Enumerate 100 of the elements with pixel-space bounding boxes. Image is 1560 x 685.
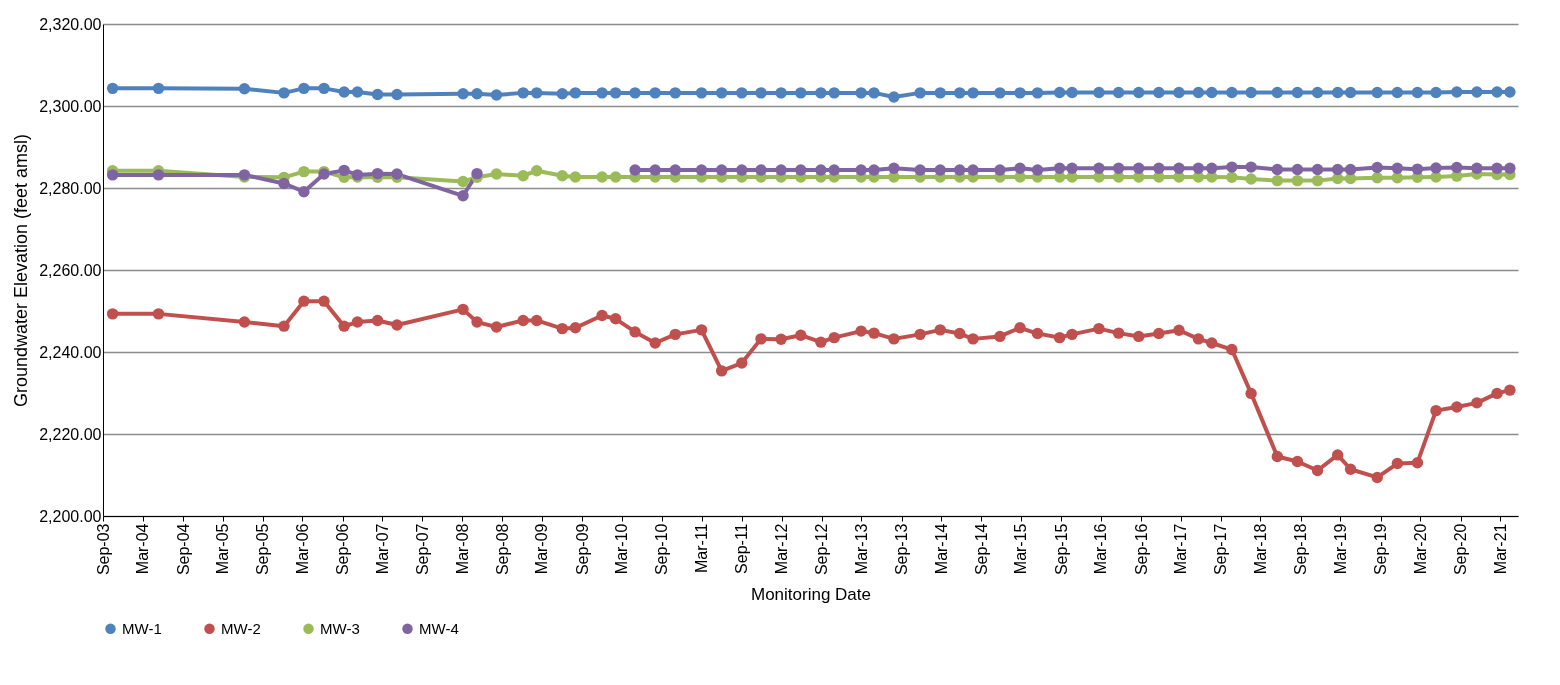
point [1192,162,1205,175]
x-tick-label: Sep-15 [1052,523,1070,576]
point [994,164,1006,176]
point [755,164,767,176]
x-tick-label: Sep-18 [1292,523,1310,576]
x-tick-label: Mar-11 [693,523,711,573]
point [1053,162,1066,175]
x-tick-label: Sep-04 [174,523,192,576]
point [855,164,867,176]
legend-label: MW-3 [320,619,360,637]
x-tick-label: Mar-07 [373,523,391,575]
x-tick-label: Mar-21 [1491,523,1509,575]
point [1471,162,1483,175]
x-tick-label: Mar-04 [134,523,152,575]
point [914,164,926,176]
x-tick-label: Mar-17 [1172,523,1190,575]
point [953,164,966,176]
point [1411,163,1424,175]
y-tick-label: 2,260.00 [39,261,102,279]
point [1153,162,1165,175]
point [1371,161,1383,174]
x-tick-label: Mar-13 [852,523,870,575]
x-tick-label: Mar-19 [1331,523,1349,575]
point [1331,163,1344,176]
point [1430,162,1442,174]
x-tick-label: Mar-09 [533,523,551,575]
point [1066,162,1078,175]
point [1451,161,1463,174]
point [106,169,119,181]
x-axis-title: Monitoring Date [750,585,872,605]
point [1271,163,1284,176]
y-tick-label: 2,200.00 [39,507,102,525]
point [1504,162,1516,175]
point [1344,163,1357,176]
point [1491,162,1503,175]
point [695,164,708,176]
x-tick-label: Mar-16 [1092,523,1110,575]
point [391,168,403,180]
point [1391,162,1404,175]
x-tick-label: Mar-20 [1411,523,1429,575]
point [1112,162,1125,175]
x-tick-label: Mar-14 [932,523,950,575]
point [669,164,681,176]
x-tick-label: Sep-13 [893,523,911,576]
y-tick-label: 2,320.00 [39,15,102,33]
point [795,164,807,176]
y-tick-label: 2,280.00 [39,179,102,197]
x-tick-label: Mar-05 [214,523,232,575]
point [1226,161,1238,173]
y-axis-title: Groundwater Elevation (feet amsl) [11,133,32,408]
point [629,164,641,176]
x-tick-label: Sep-11 [733,523,751,574]
point [1133,162,1145,175]
legend-label: MW-1 [122,619,162,637]
x-tick-label: Sep-10 [653,523,671,576]
x-tick-label: Sep-14 [972,523,990,576]
y-tick-label: 2,300.00 [39,97,102,115]
x-tick-label: Sep-19 [1372,523,1389,576]
point [868,164,880,176]
y-tick-label: 2,240.00 [39,343,102,361]
x-tick-label: Sep-20 [1452,523,1470,576]
legend-label: MW-4 [419,619,459,637]
point [828,164,840,176]
x-tick-label: Sep-12 [813,523,831,576]
x-tick-label: Mar-06 [293,523,311,575]
point [1291,163,1304,176]
x-tick-label: Sep-16 [1132,523,1150,576]
x-tick-label: Sep-03 [94,523,112,576]
point [1245,161,1257,173]
point [1173,162,1185,175]
y-tick-label: 2,220.00 [39,425,102,443]
x-tick-label: Sep-06 [334,523,352,576]
point [815,164,827,176]
x-tick-label: Mar-12 [773,523,791,575]
x-tick-label: Sep-05 [254,523,272,576]
point [1206,162,1218,175]
point [967,164,979,176]
point [371,167,384,180]
x-tick-label: Mar-18 [1251,523,1269,575]
point [1311,163,1324,176]
point [457,190,469,202]
point [715,164,728,176]
point [152,169,165,181]
x-tick-label: Sep-07 [413,523,431,576]
point [471,167,483,180]
x-tick-label: Mar-10 [613,523,631,575]
x-tick-label: Mar-08 [453,523,471,575]
legend-label: MW-2 [221,619,261,637]
point [338,164,350,177]
point [1014,162,1026,175]
point [298,186,310,198]
point [736,164,748,176]
x-tick-label: Sep-08 [493,523,511,576]
x-tick-label: Sep-09 [573,523,591,576]
point [278,177,290,190]
point [934,164,946,176]
x-tick-label: Sep-17 [1212,523,1230,576]
point [1093,162,1105,175]
point [649,164,661,176]
x-tick-label: Mar-15 [1012,523,1030,575]
